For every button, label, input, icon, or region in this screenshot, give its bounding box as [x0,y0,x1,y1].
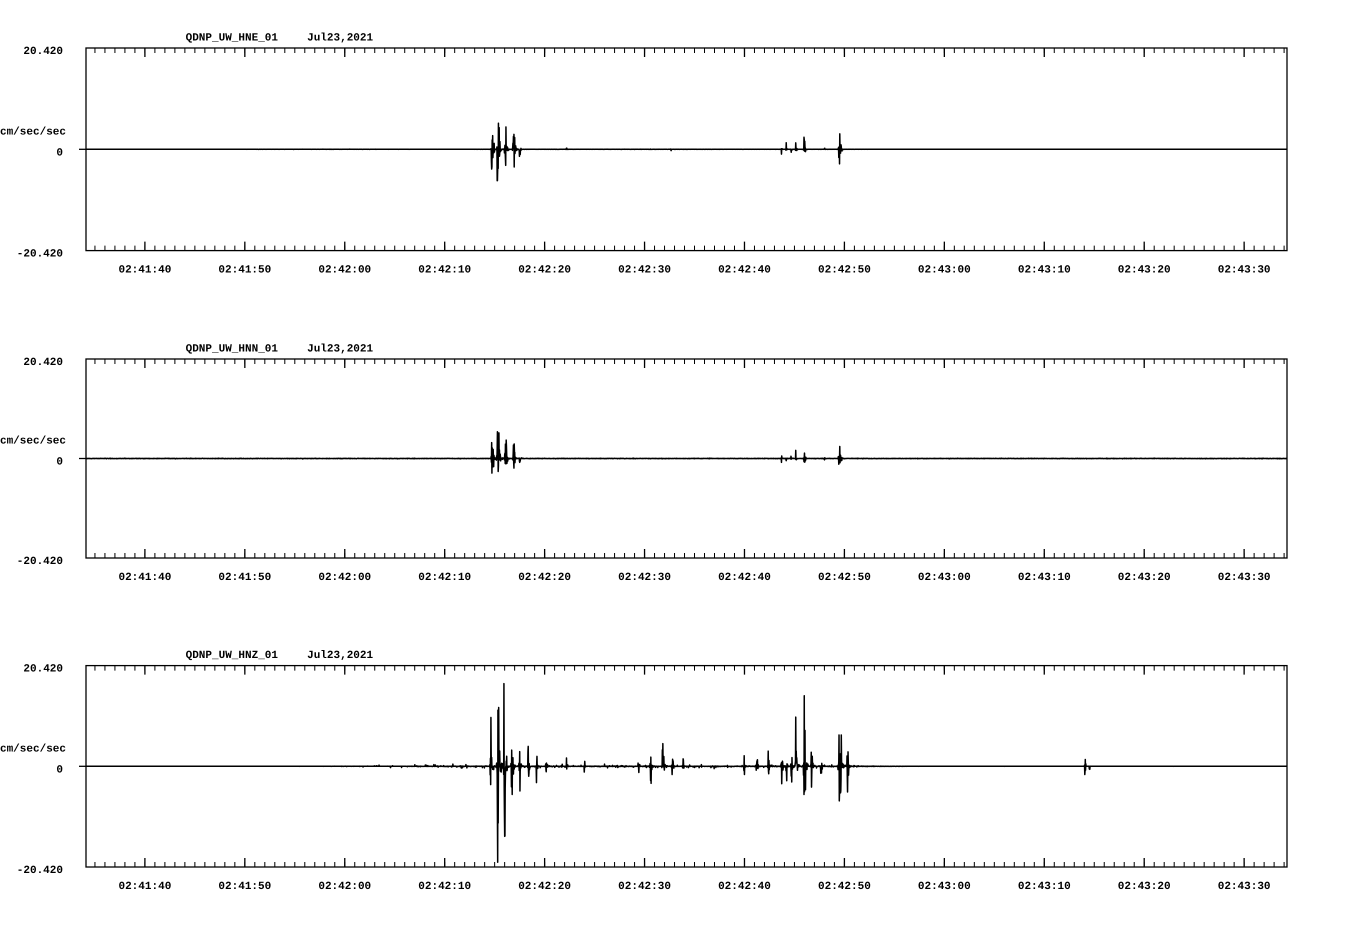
svg-text:02:43:20: 02:43:20 [1118,265,1171,277]
svg-text:02:41:40: 02:41:40 [118,881,171,893]
svg-text:cm/sec/sec: cm/sec/sec [0,743,66,755]
svg-text:20.420: 20.420 [23,357,63,369]
svg-text:02:42:20: 02:42:20 [518,265,571,277]
svg-text:-20.420: -20.420 [17,865,63,877]
svg-text:02:42:20: 02:42:20 [518,572,571,584]
svg-text:0: 0 [56,147,63,159]
svg-text:02:43:20: 02:43:20 [1118,881,1171,893]
svg-text:02:42:00: 02:42:00 [318,265,371,277]
svg-text:cm/sec/sec: cm/sec/sec [0,436,66,448]
svg-text:02:41:50: 02:41:50 [218,572,271,584]
svg-text:02:42:50: 02:42:50 [818,265,871,277]
svg-text:02:42:10: 02:42:10 [418,572,471,584]
svg-text:02:42:30: 02:42:30 [618,881,671,893]
svg-text:02:43:10: 02:43:10 [1018,881,1071,893]
svg-text:Jul23,2021: Jul23,2021 [307,33,373,45]
svg-text:cm/sec/sec: cm/sec/sec [0,126,66,138]
svg-text:02:42:40: 02:42:40 [718,572,771,584]
svg-text:QDNP_UW_HNZ_01: QDNP_UW_HNZ_01 [186,650,279,662]
svg-text:-20.420: -20.420 [17,249,63,261]
svg-text:QDNP_UW_HNN_01: QDNP_UW_HNN_01 [186,344,279,356]
svg-text:02:42:30: 02:42:30 [618,265,671,277]
svg-text:02:41:50: 02:41:50 [218,265,271,277]
svg-text:02:42:00: 02:42:00 [318,572,371,584]
svg-text:QDNP_UW_HNE_01: QDNP_UW_HNE_01 [186,33,279,45]
svg-text:20.420: 20.420 [23,664,63,676]
svg-text:Jul23,2021: Jul23,2021 [307,344,373,356]
svg-text:0: 0 [56,457,63,469]
svg-text:02:43:30: 02:43:30 [1218,265,1271,277]
svg-text:02:43:30: 02:43:30 [1218,881,1271,893]
svg-text:20.420: 20.420 [23,46,63,58]
svg-text:02:43:10: 02:43:10 [1018,265,1071,277]
svg-text:02:43:00: 02:43:00 [918,572,971,584]
svg-text:02:43:30: 02:43:30 [1218,572,1271,584]
svg-text:02:42:10: 02:42:10 [418,881,471,893]
svg-text:02:43:10: 02:43:10 [1018,572,1071,584]
svg-text:02:41:50: 02:41:50 [218,881,271,893]
svg-text:Jul23,2021: Jul23,2021 [307,650,373,662]
svg-text:02:43:00: 02:43:00 [918,265,971,277]
svg-text:02:42:50: 02:42:50 [818,572,871,584]
svg-text:02:43:20: 02:43:20 [1118,572,1171,584]
svg-text:02:41:40: 02:41:40 [118,265,171,277]
svg-text:02:43:00: 02:43:00 [918,881,971,893]
svg-text:02:41:40: 02:41:40 [118,572,171,584]
svg-text:02:42:50: 02:42:50 [818,881,871,893]
svg-text:02:42:40: 02:42:40 [718,265,771,277]
svg-text:02:42:30: 02:42:30 [618,572,671,584]
svg-text:02:42:40: 02:42:40 [718,881,771,893]
svg-text:0: 0 [56,764,63,776]
svg-text:-20.420: -20.420 [17,556,63,568]
svg-text:02:42:00: 02:42:00 [318,881,371,893]
svg-text:02:42:20: 02:42:20 [518,881,571,893]
svg-text:02:42:10: 02:42:10 [418,265,471,277]
